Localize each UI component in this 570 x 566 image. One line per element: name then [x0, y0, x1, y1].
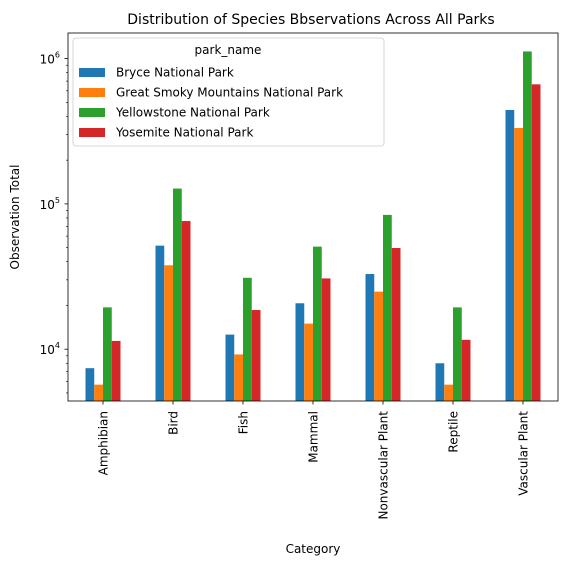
bar-reptile-yellowstone-national-park: [453, 307, 462, 401]
bar-mammal-yellowstone-national-park: [313, 247, 322, 401]
bar-reptile-great-smoky-mountains-national-park: [444, 385, 453, 401]
bar-vascular-plant-great-smoky-mountains-national-park: [514, 128, 523, 401]
bar-vascular-plant-yosemite-national-park: [532, 84, 541, 401]
bar-mammal-great-smoky-mountains-national-park: [304, 324, 313, 401]
bar-reptile-yosemite-national-park: [462, 340, 471, 401]
legend-label: Great Smoky Mountains National Park: [116, 86, 343, 100]
legend-swatch: [79, 108, 105, 117]
bar-bird-bryce-national-park: [156, 246, 165, 401]
x-axis-label: Category: [286, 542, 341, 556]
bar-nonvascular-plant-great-smoky-mountains-national-park: [374, 292, 383, 401]
bar-fish-bryce-national-park: [226, 335, 235, 401]
y-tick-label: 105: [40, 196, 60, 212]
x-axis-ticks: Amphibian Bird Fish Mammal Nonvascular Plant…: [97, 401, 531, 520]
y-tick-label: 106: [40, 51, 60, 67]
bar-fish-great-smoky-mountains-national-park: [234, 354, 243, 401]
x-tick-label-vascular-plant: Vascular Plant: [517, 411, 531, 496]
bar-mammal-yosemite-national-park: [322, 278, 331, 401]
legend-swatch: [79, 128, 105, 137]
legend-label: Yellowstone National Park: [115, 106, 270, 120]
chart-title: Distribution of Species Bbservations Acr…: [127, 12, 494, 28]
bar-amphibian-great-smoky-mountains-national-park: [94, 385, 103, 401]
bar-vascular-plant-bryce-national-park: [506, 110, 515, 401]
legend-title: park_name: [195, 43, 262, 57]
bar-nonvascular-plant-yosemite-national-park: [392, 248, 401, 401]
x-tick-label-mammal: Mammal: [307, 411, 321, 463]
bar-nonvascular-plant-bryce-national-park: [366, 274, 375, 401]
bar-fish-yellowstone-national-park: [243, 278, 252, 401]
bar-fish-yosemite-national-park: [252, 310, 261, 401]
x-tick-label-amphibian: Amphibian: [97, 411, 111, 475]
y-tick-label: 104: [40, 341, 60, 357]
legend-label: Yosemite National Park: [115, 126, 253, 140]
legend: park_name Bryce National Park Great Smoky …: [73, 38, 384, 146]
bar-amphibian-yellowstone-national-park: [103, 307, 112, 401]
bar-bird-yosemite-national-park: [182, 221, 191, 401]
bar-reptile-bryce-national-park: [436, 363, 445, 401]
bar-bird-yellowstone-national-park: [173, 189, 182, 401]
x-tick-label-reptile: Reptile: [447, 411, 461, 453]
y-axis-ticks: 104 105 106: [40, 51, 68, 393]
bar-amphibian-bryce-national-park: [86, 368, 95, 401]
legend-swatch: [79, 68, 105, 77]
y-axis-label: Observation Total: [8, 165, 22, 270]
bar-bird-great-smoky-mountains-national-park: [164, 265, 173, 401]
x-tick-label-bird: Bird: [167, 411, 181, 435]
legend-swatch: [79, 88, 105, 97]
x-tick-label-nonvascular-plant: Nonvascular Plant: [377, 411, 391, 520]
bar-vascular-plant-yellowstone-national-park: [523, 51, 532, 401]
bar-nonvascular-plant-yellowstone-national-park: [383, 215, 392, 401]
bar-mammal-bryce-national-park: [296, 303, 305, 401]
x-tick-label-fish: Fish: [237, 411, 251, 434]
bar-amphibian-yosemite-national-park: [112, 341, 121, 401]
legend-label: Bryce National Park: [116, 66, 234, 80]
